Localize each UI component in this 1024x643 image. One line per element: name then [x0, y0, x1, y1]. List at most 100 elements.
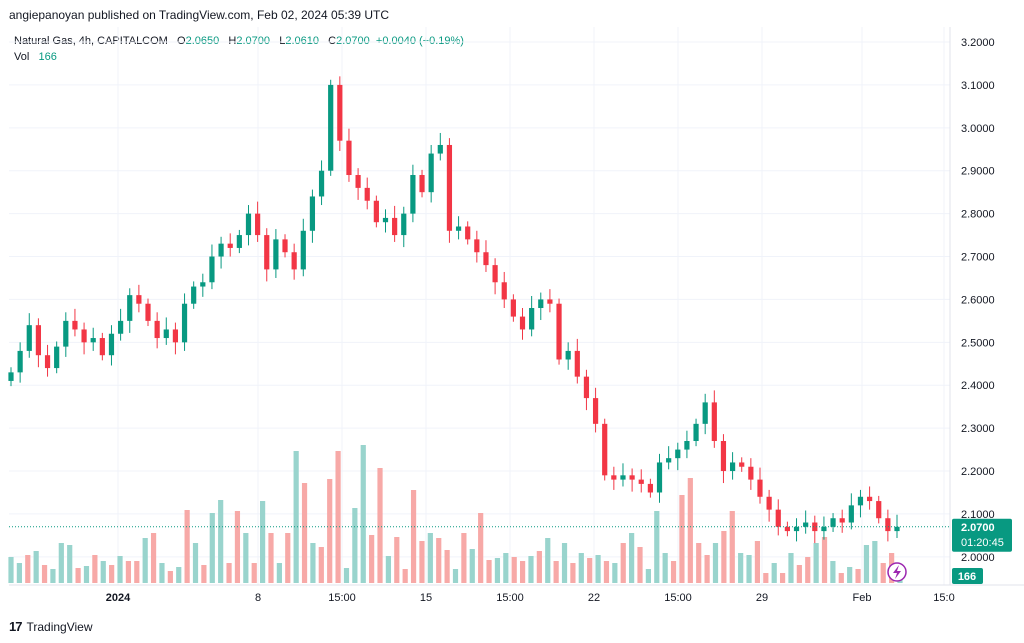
candle: [647, 478, 653, 498]
volume-bar: [746, 555, 752, 583]
volume-bar: [595, 555, 601, 583]
candle: [592, 387, 599, 433]
volume-bar: [276, 563, 282, 583]
candle: [583, 369, 590, 411]
volume-label[interactable]: Vol: [14, 51, 30, 63]
volume-bar: [427, 533, 433, 583]
volume-bar: [796, 565, 802, 583]
volume-series: [8, 445, 903, 583]
volume-bar: [528, 556, 534, 583]
candle: [638, 469, 644, 493]
candle: [227, 233, 233, 257]
candle-body: [547, 299, 553, 304]
volume-bar: [704, 555, 710, 583]
volume-bar: [192, 543, 199, 583]
candle-body: [227, 243, 233, 248]
time-tick-label: 15:00: [328, 592, 356, 604]
volume-bar: [301, 483, 308, 583]
volume-bar: [50, 569, 56, 583]
volume-bar: [662, 553, 668, 583]
candle-body: [236, 235, 242, 248]
candle-body: [784, 526, 790, 532]
candle-body: [885, 518, 891, 532]
close-label: C: [328, 35, 337, 47]
candle: [839, 509, 845, 533]
price-axis: 3.2000 3.1000 3.0000 2.9000 2.8000 2.7000 2.60…: [961, 37, 995, 564]
volume-bar: [369, 535, 375, 583]
candle-body: [291, 252, 297, 270]
candle-body: [245, 213, 252, 236]
candle: [793, 518, 800, 542]
volume-bar: [201, 565, 207, 583]
candle: [81, 322, 87, 355]
volume-bar: [587, 558, 593, 583]
candle: [748, 458, 754, 490]
bar-countdown: 01:20:45: [961, 537, 1004, 549]
price-tick-label: 2.2000: [961, 466, 995, 478]
volume-bar: [461, 533, 467, 583]
symbol-label[interactable]: Natural Gas, 4h, CAPITALCOM: [14, 35, 168, 47]
volume-bar: [478, 513, 484, 583]
candle-body: [538, 299, 544, 309]
candle: [702, 393, 708, 435]
last-price-tag: 2.0700 01:20:45: [952, 518, 1012, 552]
volume-bar: [863, 545, 870, 583]
volume-bar: [318, 547, 324, 583]
volume-bar: [16, 563, 22, 583]
ohlc-row: Natural Gas, 4h, CAPITALCOM O2.0650 H2.0…: [14, 33, 464, 49]
candle: [382, 209, 389, 233]
candle: [291, 243, 297, 280]
candle: [145, 298, 151, 327]
volume-row: Vol 166: [14, 49, 464, 65]
candle-body: [611, 475, 617, 480]
volume-bar: [394, 537, 400, 583]
volume-bar: [603, 561, 610, 583]
tradingview-brand-text: TradingView: [26, 619, 93, 634]
candle-body: [592, 398, 599, 424]
volume-bar: [327, 479, 333, 583]
candle: [766, 489, 772, 522]
volume-tag-value: 166: [958, 571, 976, 583]
tradingview-logo[interactable]: 17 TradingView: [9, 619, 93, 634]
low-label: L: [279, 35, 286, 47]
volume-bar: [352, 508, 358, 583]
volume-bar: [402, 569, 408, 583]
candle: [318, 160, 325, 206]
candle: [392, 205, 398, 242]
candle: [574, 338, 580, 384]
price-tick-label: 2.1000: [961, 509, 995, 521]
candle: [355, 168, 361, 200]
volume-bar: [33, 551, 39, 583]
candle-body: [556, 303, 562, 360]
candle-body: [894, 526, 900, 532]
candle: [154, 312, 160, 349]
volume-bar: [377, 468, 383, 583]
volume-bar: [343, 568, 350, 583]
price-tick-label: 2.7000: [961, 252, 995, 264]
candle: [191, 281, 197, 309]
candle: [666, 446, 672, 470]
time-tick-label: Feb: [853, 592, 872, 604]
volume-bar: [536, 551, 542, 583]
candle-body: [720, 441, 727, 472]
time-tick-label: 8: [255, 592, 261, 604]
volume-bar: [654, 511, 660, 583]
volume-bar: [150, 533, 157, 583]
candle-body: [181, 303, 188, 343]
candle-body: [766, 496, 772, 510]
candle-body: [172, 329, 179, 343]
candle-body: [574, 350, 580, 377]
candle: [465, 221, 471, 245]
volume-bar: [209, 513, 215, 583]
time-tick-label: 22: [588, 592, 600, 604]
volume-bar: [234, 511, 241, 583]
candle-body: [35, 325, 42, 356]
volume-bar: [436, 538, 442, 583]
price-tick-label: 2.6000: [961, 294, 995, 306]
candle: [455, 216, 462, 240]
candle-body: [711, 402, 717, 442]
candle: [529, 295, 535, 337]
volume-value: 166: [38, 51, 57, 63]
volume-bar: [821, 537, 828, 583]
